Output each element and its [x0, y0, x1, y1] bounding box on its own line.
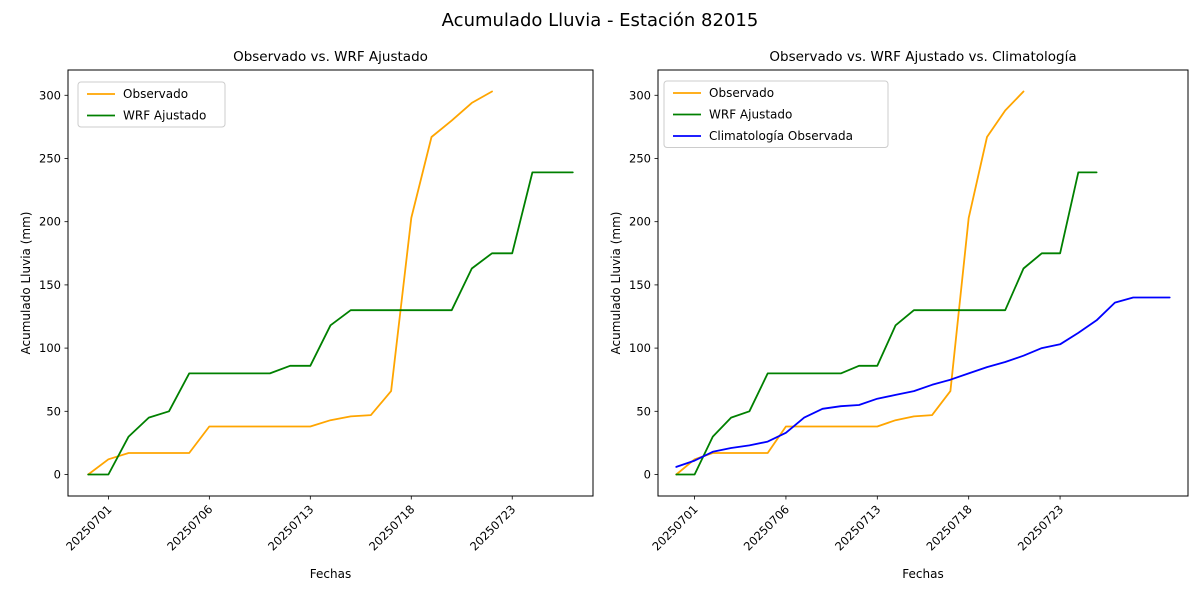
y-tick-label: 50 [46, 404, 61, 418]
y-tick-label: 300 [39, 88, 61, 102]
y-tick-label: 250 [629, 151, 651, 165]
x-tick-label: 20250723 [467, 502, 518, 553]
y-tick-label: 150 [39, 278, 61, 292]
legend-label: WRF Ajustado [709, 108, 792, 122]
x-axis-label: Fechas [310, 567, 351, 581]
x-tick-label: 20250713 [832, 502, 883, 553]
x-tick-label: 20250718 [366, 502, 417, 553]
chart-title-left: Observado vs. WRF Ajustado [233, 49, 428, 65]
y-tick-label: 300 [629, 88, 651, 102]
y-tick-label: 100 [629, 341, 651, 355]
observado-line [675, 90, 1025, 476]
y-axis-label: Acumulado Lluvia (mm) [19, 212, 33, 355]
y-tick-label: 50 [636, 404, 651, 418]
y-axis-label: Acumulado Lluvia (mm) [609, 212, 623, 355]
y-tick-label: 100 [39, 341, 61, 355]
x-tick-label: 20250713 [265, 502, 316, 553]
chart-right: 0 50 100 150 200 250 300 20250701 20250706 202507… [609, 49, 1189, 581]
y-tick-label: 0 [644, 468, 651, 482]
wrf-ajustado-line [87, 171, 574, 476]
chart-left: 0 50 100 150 200 250 300 20250701 20250706 202507… [19, 49, 594, 581]
y-tick-label: 250 [39, 151, 61, 165]
legend-label: Observado [709, 86, 774, 100]
x-tick-label: 20250718 [924, 502, 975, 553]
x-tick-label: 20250723 [1015, 502, 1066, 553]
plot-frame-left [67, 69, 594, 497]
legend-label: Observado [123, 87, 188, 101]
legend-box-right [663, 80, 889, 148]
plot-frame-right [657, 69, 1189, 497]
x-tick-label: 20250706 [164, 502, 215, 553]
x-tick-label: 20250701 [649, 502, 700, 553]
y-tick-label: 200 [39, 215, 61, 229]
wrf-ajustado-line [675, 171, 1098, 476]
chart-title-right: Observado vs. WRF Ajustado vs. Climatolo… [769, 49, 1076, 65]
x-tick-label: 20250701 [63, 502, 114, 553]
y-tick-label: 0 [54, 468, 61, 482]
y-tick-label: 200 [629, 215, 651, 229]
x-axis-label: Fechas [902, 567, 943, 581]
y-tick-label: 150 [629, 278, 651, 292]
observado-line [87, 90, 493, 476]
figure-suptitle: Acumulado Lluvia - Estación 82015 [441, 10, 759, 31]
legend-label: WRF Ajustado [123, 109, 206, 123]
legend-label: Climatología Observada [709, 129, 853, 143]
x-tick-label: 20250706 [741, 502, 792, 553]
climatolog-a-observada-line [675, 296, 1171, 468]
